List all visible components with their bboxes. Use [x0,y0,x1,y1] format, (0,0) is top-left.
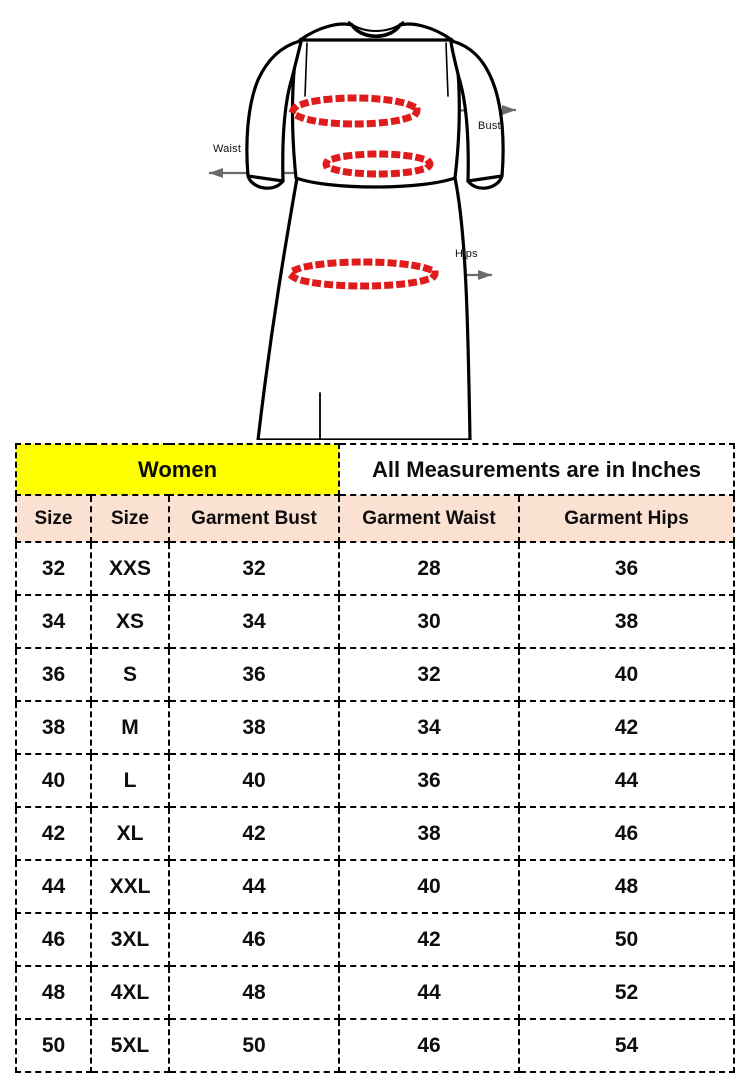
cell-garment-bust: 48 [168,965,340,1020]
cell-size-numeric: 40 [15,753,92,808]
cell-garment-waist: 42 [338,912,520,967]
waist-measure-ellipse [322,150,434,178]
garment-diagram: Bust Waist Hips [0,0,746,440]
table-row: 38 M 38 34 42 [15,700,735,755]
cell-garment-waist: 34 [338,700,520,755]
dress-illustration [209,21,517,440]
cell-size-alpha: XXL [90,859,170,914]
cell-garment-waist: 32 [338,647,520,702]
cell-size-numeric: 42 [15,806,92,861]
cell-garment-waist: 36 [338,753,520,808]
cell-garment-waist: 40 [338,859,520,914]
cell-size-alpha: 4XL [90,965,170,1020]
title-units-cell: All Measurements are in Inches [338,443,735,496]
cell-size-numeric: 44 [15,859,92,914]
size-chart-body: Women All Measurements are in Inches Siz… [15,443,735,1073]
cell-garment-waist: 44 [338,965,520,1020]
table-title-row: Women All Measurements are in Inches [15,443,735,496]
cell-garment-waist: 46 [338,1018,520,1073]
cell-size-numeric: 36 [15,647,92,702]
cell-size-alpha: M [90,700,170,755]
hips-label: Hips [455,248,478,260]
table-row: 46 3XL 46 42 50 [15,912,735,967]
cell-garment-waist: 28 [338,541,520,596]
cell-size-alpha: 3XL [90,912,170,967]
cell-size-numeric: 38 [15,700,92,755]
cell-garment-hips: 46 [518,806,735,861]
waist-label: Waist [213,143,242,155]
cell-garment-bust: 44 [168,859,340,914]
hips-measure-ellipse [287,258,439,290]
cell-size-alpha: S [90,647,170,702]
cell-garment-hips: 36 [518,541,735,596]
table-row: 48 4XL 48 44 52 [15,965,735,1020]
cell-garment-bust: 32 [168,541,340,596]
cell-garment-hips: 52 [518,965,735,1020]
cell-garment-bust: 36 [168,647,340,702]
cell-garment-waist: 38 [338,806,520,861]
cell-size-numeric: 46 [15,912,92,967]
cell-garment-hips: 38 [518,594,735,649]
column-header-garment-bust: Garment Bust [168,494,340,543]
cell-size-alpha: L [90,753,170,808]
cell-garment-bust: 34 [168,594,340,649]
cell-garment-bust: 42 [168,806,340,861]
table-row: 42 XL 42 38 46 [15,806,735,861]
size-chart-table: Women All Measurements are in Inches Siz… [15,443,735,1073]
cell-size-numeric: 48 [15,965,92,1020]
cell-garment-hips: 42 [518,700,735,755]
bust-measure-ellipse [289,94,421,128]
cell-size-numeric: 34 [15,594,92,649]
cell-garment-bust: 40 [168,753,340,808]
table-row: 40 L 40 36 44 [15,753,735,808]
table-row: 50 5XL 50 46 54 [15,1018,735,1073]
cell-size-alpha: XXS [90,541,170,596]
title-women-cell: Women [15,443,340,496]
cell-garment-hips: 54 [518,1018,735,1073]
cell-size-numeric: 50 [15,1018,92,1073]
dress-outline [245,21,505,440]
column-header-garment-waist: Garment Waist [338,494,520,543]
cell-size-numeric: 32 [15,541,92,596]
cell-garment-bust: 46 [168,912,340,967]
table-row: 44 XXL 44 40 48 [15,859,735,914]
cell-size-alpha: XS [90,594,170,649]
column-header-garment-hips: Garment Hips [518,494,735,543]
bust-label: Bust [478,120,501,132]
table-row: 34 XS 34 30 38 [15,594,735,649]
cell-garment-hips: 50 [518,912,735,967]
cell-size-alpha: 5XL [90,1018,170,1073]
cell-garment-hips: 40 [518,647,735,702]
size-chart-table-container: Women All Measurements are in Inches Siz… [15,443,735,1073]
cell-garment-waist: 30 [338,594,520,649]
cell-size-alpha: XL [90,806,170,861]
cell-garment-hips: 44 [518,753,735,808]
table-row: 36 S 36 32 40 [15,647,735,702]
table-header-row: Size Size Garment Bust Garment Waist Gar… [15,494,735,543]
table-row: 32 XXS 32 28 36 [15,541,735,596]
cell-garment-hips: 48 [518,859,735,914]
cell-garment-bust: 38 [168,700,340,755]
column-header-size-alpha: Size [90,494,170,543]
column-header-size-numeric: Size [15,494,92,543]
cell-garment-bust: 50 [168,1018,340,1073]
